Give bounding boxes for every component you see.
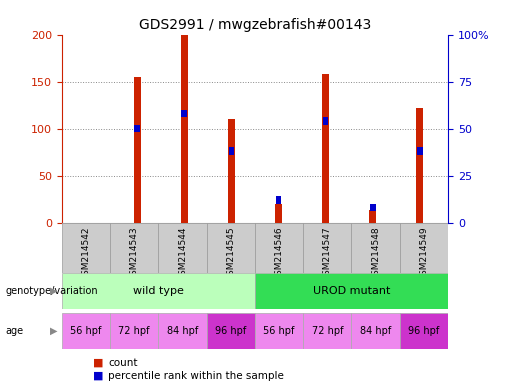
- Text: 96 hpf: 96 hpf: [408, 326, 439, 336]
- Bar: [181, 110, 187, 118]
- Bar: [134, 125, 140, 132]
- Bar: [110, 313, 159, 349]
- Text: age: age: [5, 326, 23, 336]
- Bar: [110, 223, 159, 273]
- Bar: [229, 147, 234, 155]
- Bar: [370, 204, 375, 212]
- Text: UROD mutant: UROD mutant: [313, 286, 390, 296]
- Bar: [255, 223, 303, 273]
- Bar: [416, 108, 423, 223]
- Text: ■: ■: [93, 358, 103, 368]
- Text: 56 hpf: 56 hpf: [70, 326, 101, 336]
- Text: GSM214547: GSM214547: [323, 227, 332, 281]
- Text: ■: ■: [93, 371, 103, 381]
- Text: GSM214543: GSM214543: [130, 227, 139, 281]
- Bar: [303, 313, 351, 349]
- Bar: [159, 223, 207, 273]
- Bar: [255, 313, 303, 349]
- Bar: [417, 147, 423, 155]
- Bar: [351, 223, 400, 273]
- Bar: [255, 273, 448, 309]
- Text: 72 hpf: 72 hpf: [118, 326, 150, 336]
- Text: 84 hpf: 84 hpf: [167, 326, 198, 336]
- Bar: [62, 223, 110, 273]
- Text: 84 hpf: 84 hpf: [360, 326, 391, 336]
- Bar: [207, 313, 255, 349]
- Text: genotype/variation: genotype/variation: [5, 286, 98, 296]
- Bar: [133, 77, 141, 223]
- Bar: [228, 119, 235, 223]
- Bar: [400, 313, 448, 349]
- Text: wild type: wild type: [133, 286, 184, 296]
- Text: ▶: ▶: [50, 326, 58, 336]
- Bar: [207, 223, 255, 273]
- Text: GSM214545: GSM214545: [226, 227, 235, 281]
- Bar: [276, 196, 281, 204]
- Bar: [62, 313, 110, 349]
- Text: GSM214548: GSM214548: [371, 227, 380, 281]
- Text: count: count: [108, 358, 138, 368]
- Bar: [181, 35, 188, 223]
- Text: 56 hpf: 56 hpf: [263, 326, 295, 336]
- Bar: [303, 223, 351, 273]
- Bar: [159, 313, 207, 349]
- Text: GSM214544: GSM214544: [178, 227, 187, 281]
- Bar: [351, 313, 400, 349]
- Text: 96 hpf: 96 hpf: [215, 326, 246, 336]
- Bar: [400, 223, 448, 273]
- Title: GDS2991 / mwgzebrafish#00143: GDS2991 / mwgzebrafish#00143: [139, 18, 371, 32]
- Text: GSM214546: GSM214546: [274, 227, 284, 281]
- Bar: [323, 118, 329, 125]
- Bar: [275, 204, 282, 223]
- Text: GSM214542: GSM214542: [81, 227, 91, 281]
- Text: percentile rank within the sample: percentile rank within the sample: [108, 371, 284, 381]
- Text: 72 hpf: 72 hpf: [312, 326, 343, 336]
- Bar: [369, 210, 376, 223]
- Text: GSM214549: GSM214549: [419, 227, 428, 281]
- Bar: [322, 74, 329, 223]
- Text: ▶: ▶: [50, 286, 58, 296]
- Bar: [62, 273, 255, 309]
